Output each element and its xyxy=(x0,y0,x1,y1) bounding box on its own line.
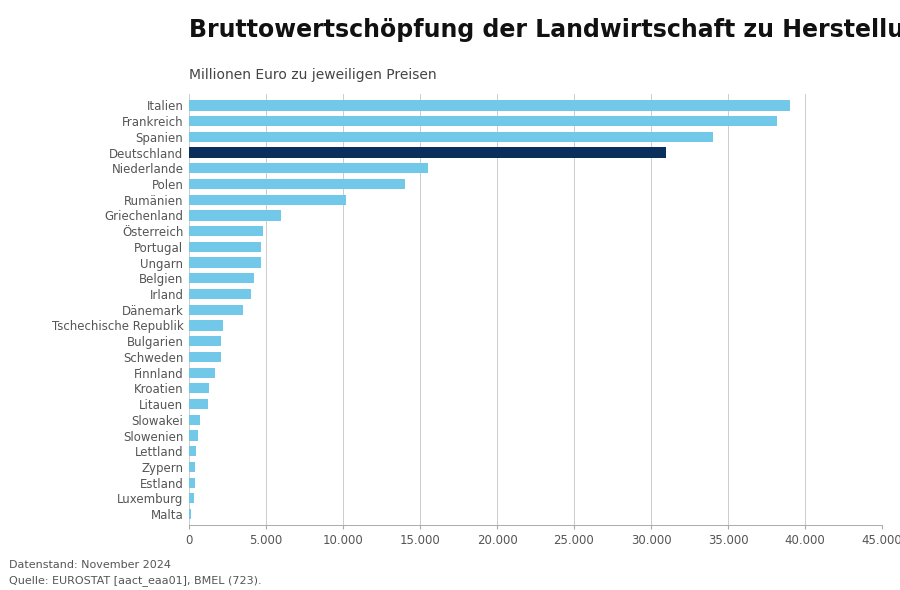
Bar xyxy=(189,368,215,378)
Bar xyxy=(189,179,405,189)
Text: Quelle: EUROSTAT [aact_eaa01], BMEL (723).: Quelle: EUROSTAT [aact_eaa01], BMEL (723… xyxy=(9,575,262,586)
Bar xyxy=(189,493,194,503)
Bar xyxy=(189,273,254,283)
Text: Bruttowertschöpfung der Landwirtschaft zu Herstellungspreisen 2023: Bruttowertschöpfung der Landwirtschaft z… xyxy=(189,18,900,42)
Text: Datenstand: November 2024: Datenstand: November 2024 xyxy=(9,560,171,571)
Bar xyxy=(189,415,200,425)
Bar xyxy=(189,289,250,299)
Bar xyxy=(189,226,263,236)
Bar xyxy=(189,100,789,110)
Bar xyxy=(189,477,195,488)
Bar xyxy=(189,384,209,394)
Bar xyxy=(189,195,346,205)
Bar xyxy=(189,116,778,126)
Text: Millionen Euro zu jeweiligen Preisen: Millionen Euro zu jeweiligen Preisen xyxy=(189,68,436,82)
Bar xyxy=(189,132,713,142)
Bar xyxy=(189,210,282,221)
Bar xyxy=(189,430,198,441)
Bar xyxy=(189,352,221,362)
Bar xyxy=(189,462,195,472)
Bar xyxy=(189,446,196,456)
Bar xyxy=(189,336,221,346)
Bar xyxy=(189,242,261,252)
Bar xyxy=(189,257,261,268)
Bar xyxy=(189,304,243,315)
Bar xyxy=(189,148,666,158)
Bar xyxy=(189,509,191,519)
Bar xyxy=(189,320,223,330)
Bar xyxy=(189,399,208,409)
Bar xyxy=(189,163,428,173)
